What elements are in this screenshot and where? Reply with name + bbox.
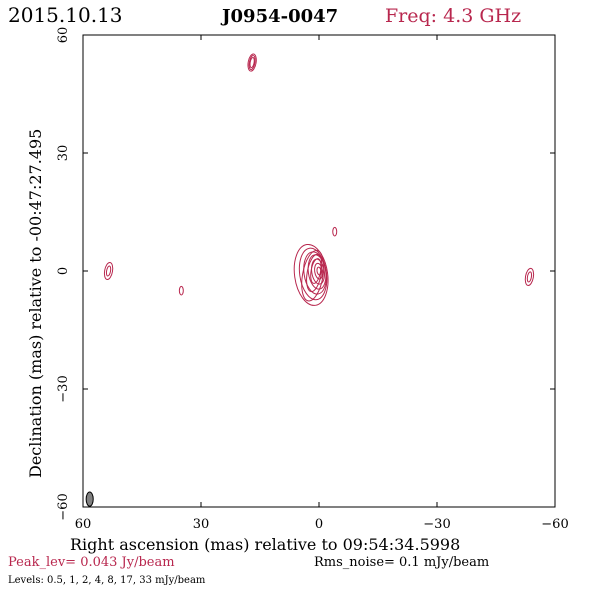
y-tick-label: −60 xyxy=(56,493,71,520)
rms-noise: Rms_noise= 0.1 mJy/beam xyxy=(314,555,489,570)
peak-level: Peak_lev= 0.043 Jy/beam xyxy=(8,555,175,570)
y-axis-label: Declination (mas) relative to -00:47:27.… xyxy=(26,129,45,478)
y-tick-label: −30 xyxy=(56,375,71,402)
component-contour-mid xyxy=(248,55,256,71)
y-tick-label: 60 xyxy=(56,27,71,44)
beam-ellipse xyxy=(85,491,94,507)
contour-levels: Levels: 0.5, 1, 2, 4, 8, 17, 33 mJy/beam xyxy=(8,575,206,586)
y-tick-label: 0 xyxy=(56,267,71,275)
y-tick-label: 30 xyxy=(56,145,71,162)
frequency-label: Freq: 4.3 GHz xyxy=(385,5,521,27)
observation-date: 2015.10.13 xyxy=(8,3,123,27)
core-contour xyxy=(293,243,329,306)
x-tick-label: 30 xyxy=(193,517,210,532)
core-lobe-contour xyxy=(310,258,322,284)
x-tick-label: 60 xyxy=(75,517,92,532)
restoring-beam xyxy=(85,491,94,507)
x-tick-label: 0 xyxy=(315,517,323,532)
component-contour xyxy=(247,53,257,72)
y-tick-labels: 60 30 0 −30 −60 xyxy=(56,27,71,521)
core-lobe-contour xyxy=(306,253,323,293)
core-lobe-contour xyxy=(301,249,325,302)
component-contour-inner xyxy=(526,271,533,283)
component-contour-inner xyxy=(105,265,112,277)
component-contour xyxy=(178,285,184,296)
component-contour xyxy=(332,226,338,237)
plot-frame xyxy=(82,34,556,508)
source-name: J0954-0047 xyxy=(220,6,338,27)
axis-ticks xyxy=(82,34,556,508)
contour-lines xyxy=(103,53,535,306)
component-contour xyxy=(524,267,535,286)
x-tick-label: −30 xyxy=(423,517,450,532)
component-contour-inner xyxy=(249,56,255,69)
x-tick-label: −60 xyxy=(541,517,568,532)
x-tick-labels: 60 30 0 −30 −60 xyxy=(75,517,569,532)
component-contour xyxy=(103,261,114,281)
x-axis-label: Right ascension (mas) relative to 09:54:… xyxy=(70,535,460,554)
